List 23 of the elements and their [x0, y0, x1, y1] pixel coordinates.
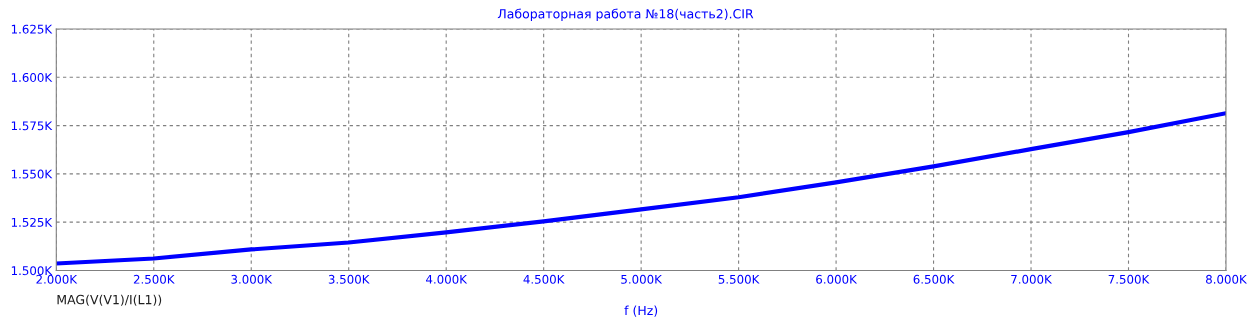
x-tick-label: 4.500K — [523, 274, 565, 284]
y-tick-label: 1.575K — [11, 121, 53, 131]
chart-subtitle: Лабораторная работа №18(часть2).CIR — [497, 8, 754, 21]
x-tick-label: 3.500K — [328, 274, 370, 284]
x-tick-label: 6.000K — [816, 274, 858, 284]
x-tick-label: 5.000K — [621, 274, 663, 284]
y-tick-label: 1.500K — [11, 266, 53, 276]
x-tick-label: 6.500K — [913, 274, 955, 284]
x-tick-label: 4.000K — [426, 274, 468, 284]
x-tick-label: 3.000K — [231, 274, 273, 284]
x-tick-label: 5.500K — [718, 274, 760, 284]
line-series — [56, 111, 1226, 266]
x-tick-label: 8.000K — [1206, 274, 1247, 284]
x-tick-label: 2.000K — [36, 274, 78, 284]
x-axis-title: f (Hz) — [624, 305, 658, 317]
y-tick-label: 1.600K — [11, 73, 53, 82]
x-tick-label: 7.500K — [1108, 274, 1150, 284]
y-tick-label: 1.625K — [11, 24, 53, 34]
x-tick-label: 7.000K — [1011, 274, 1053, 284]
y-tick-label: 1.550K — [11, 169, 53, 179]
text: MAG(V(V1)/I(L1)) — [57, 294, 162, 306]
y-tick-label: 1.525K — [11, 217, 53, 227]
x-tick-label: 2.500K — [133, 274, 175, 284]
